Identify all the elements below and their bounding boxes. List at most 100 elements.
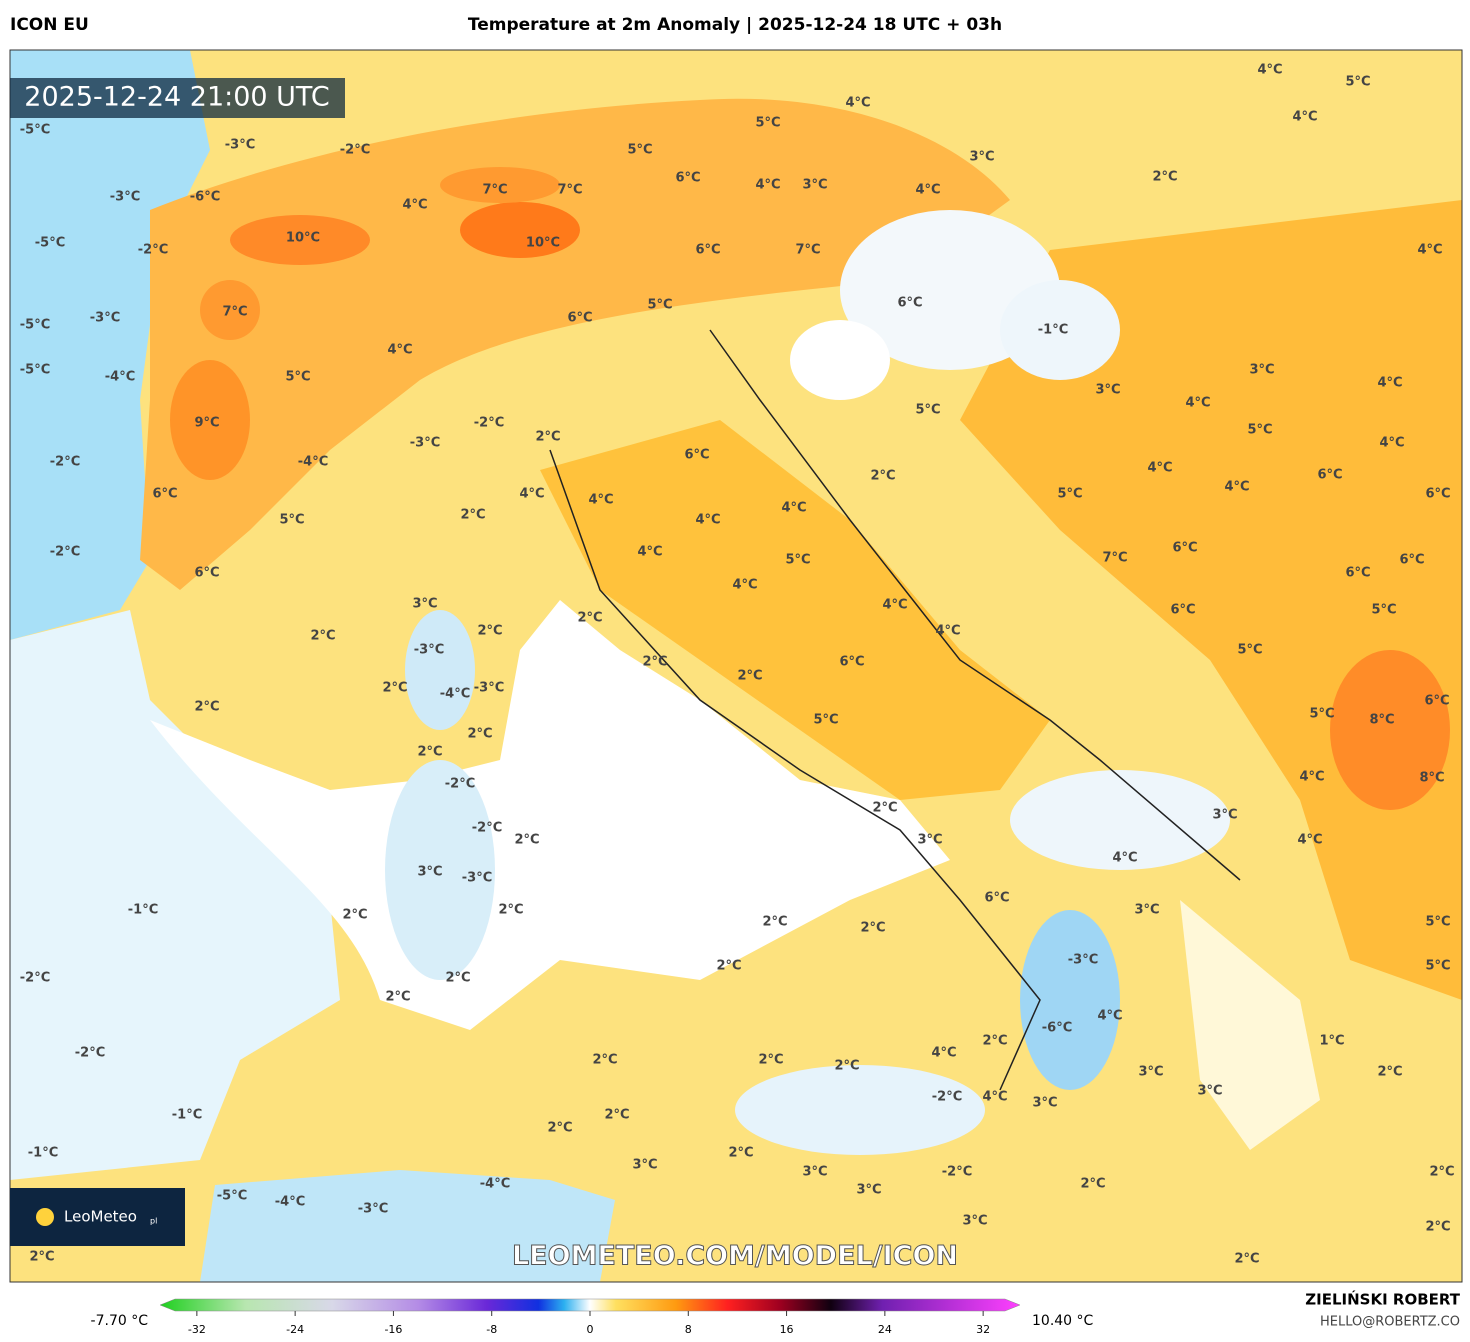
temperature-label: 3°C [802,1165,827,1180]
temperature-label: -5°C [20,363,50,378]
temperature-label: 4°C [732,578,757,593]
temperature-label: 5°C [285,370,310,385]
temperature-label: -2°C [75,1046,105,1061]
temperature-label: 4°C [1297,833,1322,848]
temperature-label: 4°C [1299,770,1324,785]
temperature-label: -1°C [1038,323,1068,338]
temperature-label: 3°C [1212,808,1237,823]
temperature-label: 4°C [1417,243,1442,258]
temperature-label: 4°C [1097,1009,1122,1024]
temperature-label: 2°C [382,681,407,696]
temperature-label: 5°C [627,143,652,158]
temperature-label: 4°C [931,1046,956,1061]
temperature-label: 2°C [29,1250,54,1265]
temperature-label: 2°C [445,971,470,986]
temperature-label: 6°C [1425,487,1450,502]
temperature-label: 6°C [1172,541,1197,556]
temperature-label: 6°C [1317,468,1342,483]
logo-sun [36,1208,54,1226]
temperature-label: 2°C [834,1059,859,1074]
temperature-label: 2°C [547,1121,572,1136]
temperature-label: -2°C [138,243,168,258]
temperature-label: 3°C [1095,383,1120,398]
temperature-label: 6°C [897,296,922,311]
temperature-label: 2°C [577,611,602,626]
temperature-label: 4°C [387,343,412,358]
temperature-label: -3°C [410,436,440,451]
legend-max: 10.40 °C [1032,1313,1094,1329]
temperature-label: -3°C [414,643,444,658]
temperature-label: -6°C [190,190,220,205]
temperature-label: 5°C [755,116,780,131]
temperature-label: 2°C [1429,1165,1454,1180]
temperature-label: -2°C [50,545,80,560]
temperature-label: 2°C [310,629,335,644]
temperature-label: 2°C [592,1053,617,1068]
map-title: Temperature at 2m Anomaly | 2025-12-24 1… [468,15,1002,35]
temperature-label: 4°C [1147,461,1172,476]
temperature-label: 2°C [728,1146,753,1161]
temperature-label: 6°C [1424,694,1449,709]
temperature-label: 6°C [567,311,592,326]
temperature-label: 2°C [417,745,442,760]
temperature-label: 2°C [604,1108,629,1123]
temperature-label: -2°C [932,1090,962,1105]
temperature-label: 4°C [1292,110,1317,125]
temperature-label: 6°C [194,566,219,581]
temperature-label: 4°C [982,1090,1007,1105]
temperature-label: 4°C [755,178,780,193]
temperature-label: 7°C [1102,551,1127,566]
temperature-label: -1°C [28,1146,58,1161]
temperature-label: -2°C [942,1165,972,1180]
temperature-label: 5°C [647,298,672,313]
temperature-label: 2°C [982,1034,1007,1049]
temperature-label: 4°C [882,598,907,613]
temperature-label: 4°C [1224,480,1249,495]
temperature-label: -3°C [1068,953,1098,968]
watermark: LEOMETEO.COM/MODEL/ICON [512,1241,958,1272]
temperature-label: 5°C [1309,707,1334,722]
temperature-label: 2°C [194,700,219,715]
colorbar-tick-label: 24 [878,1323,892,1336]
temperature-label: 2°C [1152,170,1177,185]
temperature-label: 4°C [637,545,662,560]
temperature-label: 2°C [870,469,895,484]
temperature-label: 4°C [1379,436,1404,451]
temperature-label: 2°C [758,1053,783,1068]
time-box [10,78,345,118]
temperature-label: 9°C [194,416,219,431]
temperature-label: 2°C [716,959,741,974]
temperature-label: -2°C [474,416,504,431]
temperature-label: 2°C [642,655,667,670]
temperature-label: -5°C [20,318,50,333]
temperature-label: 6°C [684,448,709,463]
temperature-label: 6°C [1345,566,1370,581]
temperature-label: 5°C [1425,915,1450,930]
temperature-label: 2°C [1080,1177,1105,1192]
legend-min: -7.70 °C [91,1313,149,1329]
temperature-label: 7°C [482,183,507,198]
temperature-label: 2°C [498,903,523,918]
temperature-label: 7°C [222,305,247,320]
temperature-label: 3°C [1249,363,1274,378]
temperature-label: 4°C [1377,376,1402,391]
temperature-label: -4°C [298,455,328,470]
temperature-label: 5°C [915,403,940,418]
temperature-label: 4°C [519,487,544,502]
colorbar-tick-label: -32 [188,1323,206,1336]
model-name: ICON EU [10,15,89,35]
temperature-label: -1°C [172,1108,202,1123]
temperature-label: 7°C [557,183,582,198]
logo-name: LeoMeteo [64,1208,137,1226]
temperature-label: 4°C [1112,851,1137,866]
temperature-label: 2°C [385,990,410,1005]
temperature-label: 3°C [856,1183,881,1198]
temperature-label: 5°C [1237,643,1262,658]
temperature-label: 10°C [526,236,560,251]
temperature-label: 2°C [477,624,502,639]
temperature-label: -5°C [20,123,50,138]
temperature-label: 6°C [675,171,700,186]
temperature-label: 5°C [1371,603,1396,618]
temperature-label: -2°C [20,971,50,986]
temperature-label: -4°C [275,1195,305,1210]
